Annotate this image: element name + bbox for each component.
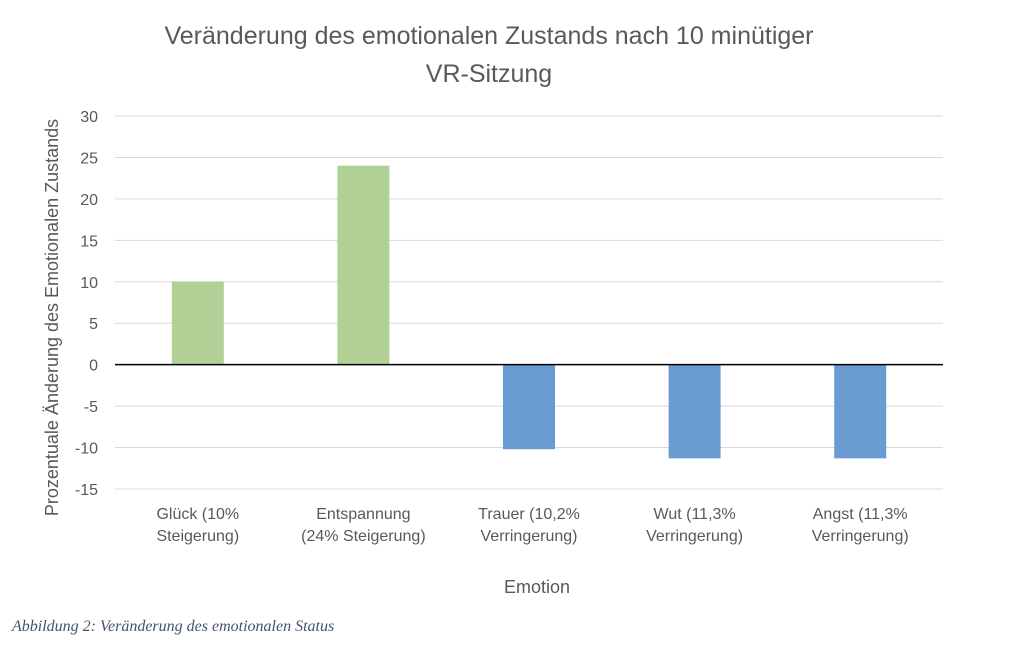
y-tick-label: 10 [80, 275, 98, 292]
x-category-label-line: Verringerung) [812, 528, 909, 545]
y-tick-label: 0 [89, 358, 98, 375]
y-tick-label: 25 [80, 150, 98, 167]
bar [503, 364, 555, 450]
x-axis-categories: Glück (10% Steigerung) Entspannung (24% Ste… [156, 506, 908, 545]
chart-title-line: VR-Sitzung [426, 60, 552, 88]
x-category-label-line: Verringerung) [646, 528, 743, 545]
y-tick-label: 20 [80, 192, 98, 209]
x-category-label-line: Steigerung) [156, 528, 239, 545]
y-axis-ticks: 30 25 20 15 10 5 0 -5 -10 -15 [75, 109, 98, 499]
x-category-label-line: Angst (11,3% [813, 506, 908, 523]
figure-caption: Abbildung 2: Veränderung des emotionalen… [12, 618, 335, 635]
y-tick-label: 15 [80, 233, 98, 250]
y-tick-label: 30 [80, 109, 98, 126]
x-category-label-line: Entspannung [316, 506, 410, 523]
y-tick-label: -5 [84, 399, 98, 416]
y-tick-label: -10 [75, 441, 98, 458]
gridlines [115, 115, 943, 490]
chart-title: Veränderung des emotionalen Zustands nac… [164, 22, 813, 88]
x-category-label-line: Verringerung) [481, 528, 578, 545]
x-category-label-line: Wut (11,3% [654, 506, 736, 523]
y-tick-label: -15 [75, 482, 98, 499]
y-tick-label: 5 [89, 316, 98, 333]
x-category-label: Glück (10% Steigerung) [156, 506, 239, 545]
chart-title-line: Veränderung des emotionalen Zustands nac… [164, 22, 813, 50]
x-category-label-line: Glück (10% [156, 506, 239, 523]
x-category-label: Entspannung (24% Steigerung) [301, 506, 426, 545]
x-category-label: Wut (11,3% Verringerung) [646, 506, 743, 545]
bar [337, 165, 390, 365]
x-category-label-line: Trauer (10,2% [478, 506, 580, 523]
x-category-label: Angst (11,3% Verringerung) [812, 506, 909, 545]
bars [171, 165, 887, 459]
x-category-label-line: (24% Steigerung) [301, 528, 426, 545]
bar [171, 281, 224, 365]
bar [834, 364, 887, 459]
x-category-label: Trauer (10,2% Verringerung) [478, 506, 580, 545]
bar [668, 364, 721, 459]
y-axis-title: Prozentuale Änderung des Emotionalen Zus… [42, 119, 62, 516]
x-axis-title: Emotion [504, 577, 570, 597]
